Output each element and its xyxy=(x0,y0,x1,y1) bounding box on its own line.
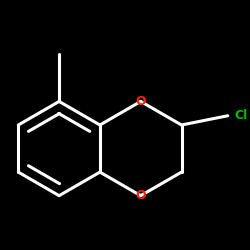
Text: Cl: Cl xyxy=(234,109,247,122)
Text: O: O xyxy=(136,189,146,202)
Text: O: O xyxy=(136,95,146,108)
